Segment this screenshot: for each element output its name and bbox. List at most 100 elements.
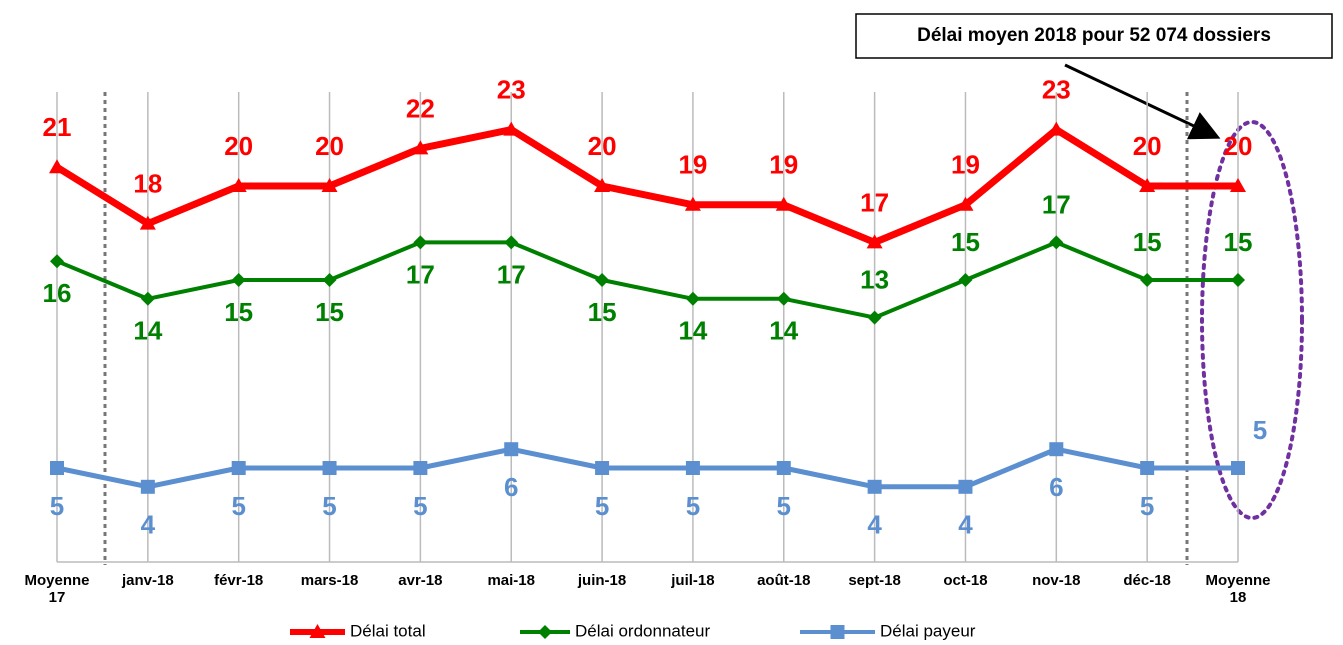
point xyxy=(684,196,701,211)
data-label: 23 xyxy=(1042,74,1071,104)
data-label: 5 xyxy=(1140,491,1154,521)
point xyxy=(595,461,610,475)
x-tick-label: sept-18 xyxy=(848,572,901,589)
x-tick-label: déc-18 xyxy=(1123,572,1171,589)
data-label: 5 xyxy=(413,491,427,521)
point xyxy=(231,461,246,475)
point xyxy=(1048,121,1065,136)
data-label: 23 xyxy=(497,74,526,104)
data-label: 14 xyxy=(769,316,798,346)
x-tick-label: juin-18 xyxy=(577,572,627,589)
data-label: 14 xyxy=(678,316,707,346)
data-label: 6 xyxy=(1049,472,1063,502)
point xyxy=(867,310,882,325)
data-label: 4 xyxy=(958,510,973,540)
data-label: 20 xyxy=(315,131,344,161)
data-label: 18 xyxy=(133,168,162,198)
series: 21 18 20 20 22 23 20 19 19 17 19 23 20 20 xyxy=(43,74,1252,249)
data-label: 4 xyxy=(141,510,156,540)
data-label: 20 xyxy=(224,131,253,161)
series-line xyxy=(56,240,1238,320)
point xyxy=(1049,235,1064,250)
data-label: 5 xyxy=(50,491,64,521)
x-tick-label: mai-18 xyxy=(487,572,535,589)
point xyxy=(958,479,973,494)
point xyxy=(1140,461,1155,475)
data-label: 20 xyxy=(1133,131,1162,161)
series-line xyxy=(56,446,1238,490)
point xyxy=(1230,178,1246,192)
series: 5 4 5 5 5 6 5 5 5 4 4 6 5 5 xyxy=(50,415,1267,540)
data-label: 5 xyxy=(1253,415,1267,445)
point xyxy=(322,273,337,287)
x-tick-label: nov-18 xyxy=(1032,572,1081,589)
annotation-arrow xyxy=(1064,63,1221,140)
point xyxy=(140,479,155,494)
x-tick-label: févr-18 xyxy=(214,572,264,589)
point xyxy=(503,121,520,136)
data-label: 15 xyxy=(1133,227,1162,257)
x-tick-label: juil-18 xyxy=(671,572,715,589)
annotation-box xyxy=(855,13,1333,59)
point xyxy=(866,234,883,249)
data-label: 15 xyxy=(315,297,344,327)
legend-label: Délai payeur xyxy=(880,621,976,640)
data-label: 21 xyxy=(43,112,72,142)
data-label: 4 xyxy=(867,510,882,540)
x-tick-label: janv-18 xyxy=(121,572,174,589)
data-label: 19 xyxy=(951,150,980,180)
data-label: 15 xyxy=(951,227,980,257)
data-label: 5 xyxy=(231,491,245,521)
point xyxy=(504,442,519,457)
data-label: 6 xyxy=(504,472,518,502)
x-tick-label: avr-18 xyxy=(398,572,443,589)
point xyxy=(504,235,519,250)
data-label: 17 xyxy=(497,259,526,289)
point xyxy=(322,461,337,475)
data-label: 22 xyxy=(406,93,435,123)
point xyxy=(413,461,428,475)
point xyxy=(595,273,610,287)
point xyxy=(412,140,429,155)
point xyxy=(413,235,428,250)
data-label: 15 xyxy=(224,297,253,327)
data-label: 15 xyxy=(588,297,617,327)
legend-marker xyxy=(830,625,845,639)
highlight-ellipse xyxy=(1200,120,1304,520)
point xyxy=(140,291,155,306)
data-label: 17 xyxy=(1042,189,1071,219)
data-label: 17 xyxy=(860,187,889,217)
x-tick-label: mars-18 xyxy=(300,572,359,589)
point xyxy=(685,461,700,475)
data-label: 17 xyxy=(406,259,435,289)
data-label: 19 xyxy=(678,150,707,180)
legend-label: Délai ordonnateur xyxy=(575,621,710,640)
point xyxy=(957,196,974,211)
point xyxy=(776,461,791,475)
point xyxy=(321,178,338,192)
point xyxy=(139,215,156,230)
data-label: 5 xyxy=(686,491,700,521)
point xyxy=(50,461,64,475)
legend-marker xyxy=(309,624,326,638)
data-label: 5 xyxy=(322,491,336,521)
point xyxy=(776,291,791,306)
data-label: 16 xyxy=(43,278,72,308)
x-tick-label: Moyenne 18 xyxy=(1205,572,1271,606)
point xyxy=(1231,273,1245,287)
x-tick-label: oct-18 xyxy=(943,572,988,589)
point xyxy=(958,273,973,287)
x-tick-label: août-18 xyxy=(757,572,811,589)
data-label: 14 xyxy=(133,316,162,346)
point xyxy=(231,273,246,287)
point xyxy=(1139,178,1156,192)
point xyxy=(1049,442,1064,457)
point xyxy=(775,196,792,211)
series-line xyxy=(55,126,1238,246)
point xyxy=(594,178,611,192)
point xyxy=(1140,273,1155,287)
data-label: 15 xyxy=(1224,227,1253,257)
point xyxy=(867,479,882,494)
